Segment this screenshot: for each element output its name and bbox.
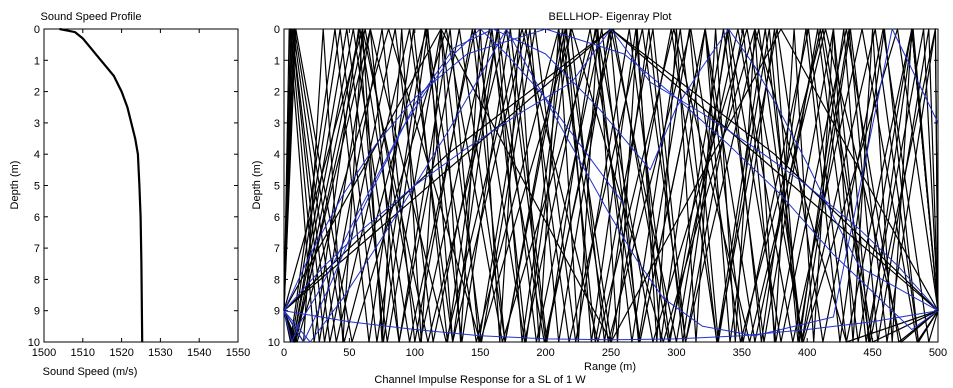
eigenray-y-tick-label: 6 <box>274 212 280 224</box>
eigenray-y-tick-label: 5 <box>274 181 280 193</box>
eigenray-path <box>283 28 939 343</box>
eigenray-x-tick-label: 0 <box>281 347 287 359</box>
eigenray-x-ticks: 0 50 100 150 200 250 300 350 400 450 500 <box>281 29 947 359</box>
eigenray-x-tick-label: 400 <box>798 347 816 359</box>
ssp-curve <box>59 27 144 343</box>
ssp-x-ticks: 1500 1510 1520 1530 1540 1550 <box>32 29 250 359</box>
ssp-y-tick-label: 5 <box>34 181 40 193</box>
ssp-y-tick-label: 7 <box>34 243 40 255</box>
eigenray-y-tick-label: 1 <box>274 55 280 67</box>
eigenray-panel: BELLHOP- Eigenray Plot 0 50 100 150 200 250 30… <box>251 11 947 373</box>
eigenray-y-tick-label: 4 <box>274 149 280 161</box>
eigenray-path <box>283 28 939 343</box>
eigenray-y-tick-label: 10 <box>268 337 280 349</box>
eigenray-y-tick-label: 0 <box>274 24 280 36</box>
eigenray-x-tick-label: 100 <box>406 347 424 359</box>
eigenray-path <box>283 28 625 343</box>
ssp-x-axis-label: Sound Speed (m/s) <box>43 366 138 378</box>
eigenray-path <box>283 28 939 343</box>
ssp-y-tick-label: 2 <box>34 87 40 99</box>
ssp-x-tick-label: 1510 <box>71 347 95 359</box>
eigenray-title: BELLHOP- Eigenray Plot <box>549 11 672 23</box>
eigenray-x-tick-label: 200 <box>536 347 554 359</box>
ssp-y-tick-label: 0 <box>34 24 40 36</box>
ssp-y-tick-label: 4 <box>34 149 40 161</box>
eigenray-rays <box>283 28 939 343</box>
eigenray-y-tick-label: 7 <box>274 243 280 255</box>
ssp-y-ticks: 0 1 2 3 4 5 6 7 8 9 10 <box>28 24 238 349</box>
eigenray-path <box>283 28 939 343</box>
eigenray-path <box>283 28 939 343</box>
eigenray-path <box>283 28 939 343</box>
eigenray-x-tick-label: 500 <box>929 347 947 359</box>
eigenray-path <box>283 28 939 343</box>
eigenray-path <box>283 28 939 343</box>
eigenray-path <box>283 28 939 343</box>
ssp-x-tick-label: 1520 <box>109 347 133 359</box>
eigenray-y-tick-label: 3 <box>274 118 280 130</box>
eigenray-y-tick-label: 8 <box>274 274 280 286</box>
eigenray-y-tick-label: 2 <box>274 87 280 99</box>
eigenray-x-tick-label: 450 <box>863 347 881 359</box>
eigenray-x-axis-label: Range (m) <box>584 361 636 373</box>
ssp-y-tick-label: 3 <box>34 118 40 130</box>
ssp-x-tick-label: 1550 <box>226 347 250 359</box>
ssp-y-tick-label: 6 <box>34 212 40 224</box>
ssp-y-tick-label: 10 <box>28 337 40 349</box>
ssp-y-tick-label: 8 <box>34 274 40 286</box>
eigenray-x-tick-label: 300 <box>667 347 685 359</box>
eigenray-y-ticks: 0 1 2 3 4 5 6 7 8 9 10 <box>268 24 938 349</box>
ssp-x-tick-label: 1540 <box>187 347 211 359</box>
ssp-title: Sound Speed Profile <box>41 11 142 23</box>
eigenray-y-tick-label: 9 <box>274 306 280 318</box>
eigenray-path <box>283 28 939 330</box>
eigenray-x-tick-label: 250 <box>602 347 620 359</box>
eigenray-path <box>283 28 939 343</box>
eigenray-path <box>283 28 939 343</box>
eigenray-path <box>283 28 939 343</box>
eigenray-x-tick-label: 350 <box>733 347 751 359</box>
eigenray-path <box>283 28 939 343</box>
ssp-x-tick-label: 1530 <box>148 347 172 359</box>
eigenray-path <box>283 28 939 343</box>
eigenray-y-axis-label: Depth (m) <box>251 161 263 210</box>
eigenray-x-tick-label: 150 <box>471 347 489 359</box>
ssp-series <box>59 27 144 343</box>
ssp-x-tick-label: 1500 <box>32 347 56 359</box>
eigenray-x-tick-label: 50 <box>343 347 355 359</box>
ssp-y-tick-label: 9 <box>34 306 40 318</box>
sound-speed-profile-panel: Sound Speed Profile 1500 1510 1520 1530 1540… <box>9 11 250 378</box>
ssp-y-axis-label: Depth (m) <box>9 161 21 210</box>
figure-caption: Channel Impulse Response for a SL of 1 W <box>374 374 586 386</box>
eigenray-path <box>283 28 939 343</box>
ssp-y-tick-label: 1 <box>34 55 40 67</box>
